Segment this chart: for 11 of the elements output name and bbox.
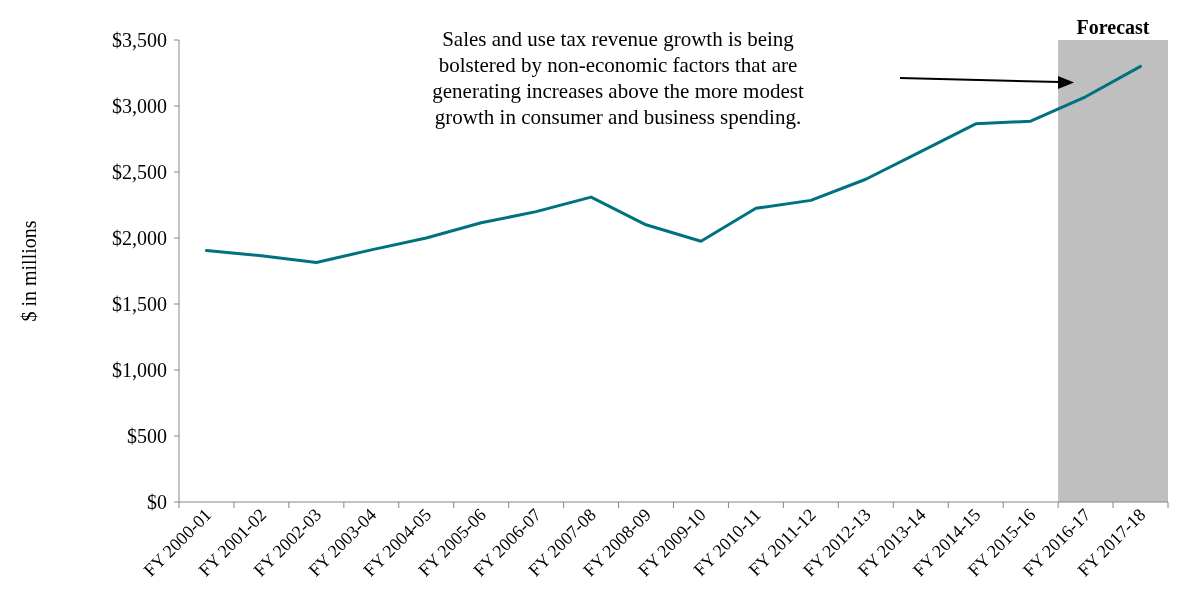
y-tick-label: $0 <box>147 491 167 513</box>
y-tick-label: $1,000 <box>112 359 167 381</box>
y-axis-title: $ in millions <box>18 220 40 322</box>
y-tick-label: $500 <box>127 425 167 447</box>
y-tick-label: $3,000 <box>112 95 167 117</box>
y-tick-label: $3,500 <box>112 29 167 51</box>
annotation: Sales and use tax revenue growth is being bolstered by non-economic factors that are generating increases above the more modest growth in consumer and business spending. <box>432 27 804 129</box>
y-tick-label: $1,500 <box>112 293 167 315</box>
y-tick-label: $2,000 <box>112 227 167 249</box>
band-label: Forecast <box>1076 16 1150 38</box>
y-tick-label: $2,500 <box>112 161 167 183</box>
